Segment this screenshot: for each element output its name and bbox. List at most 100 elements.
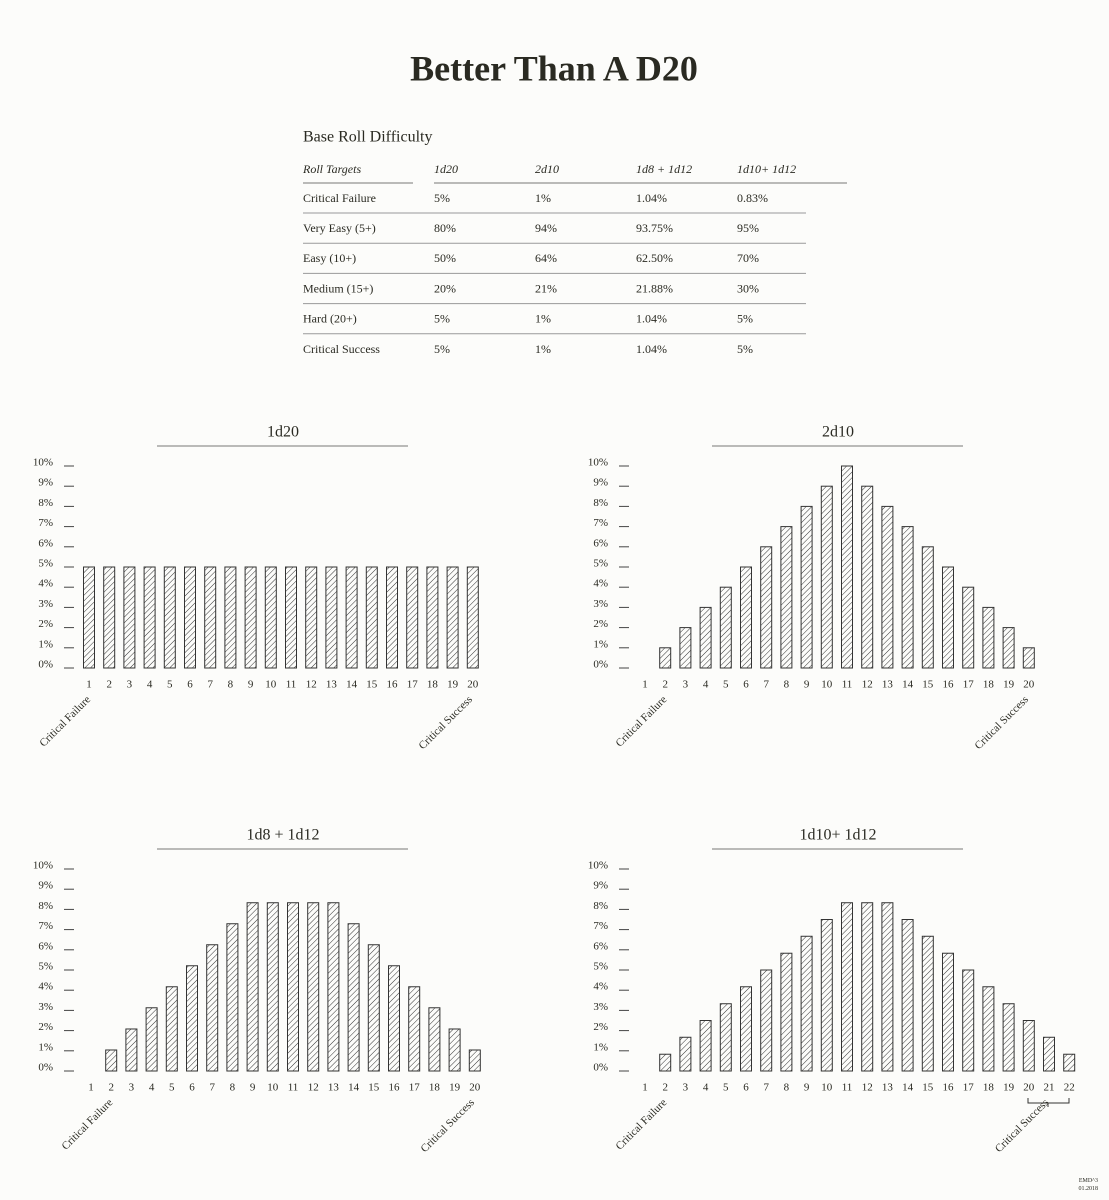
x-tick-label: 11 <box>842 1082 853 1094</box>
table-cell: 70% <box>737 251 759 265</box>
y-tick-label: 9% <box>38 880 53 892</box>
bar <box>125 1028 138 1072</box>
bar <box>861 902 874 1072</box>
table-cell: 80% <box>434 221 456 235</box>
bar <box>1002 627 1015 669</box>
table-cell: 21.88% <box>636 281 673 295</box>
table-cell: Very Easy (5+) <box>303 221 376 235</box>
table-cell: 94% <box>535 221 557 235</box>
x-tick-label: 12 <box>862 679 873 691</box>
y-tick-label: 7% <box>593 517 608 529</box>
x-tick-label: 20 <box>1023 1082 1035 1094</box>
bar <box>841 902 853 1072</box>
x-tick-label: 8 <box>784 679 790 691</box>
x-tick-label: 1 <box>86 679 92 691</box>
y-tick-label: 0% <box>38 659 53 671</box>
bar <box>659 1053 672 1072</box>
bar <box>740 986 752 1072</box>
x-tick-label: 6 <box>743 679 749 691</box>
table-cell: 64% <box>535 251 557 265</box>
bar <box>204 566 217 669</box>
x-tick-label: 14 <box>346 679 358 691</box>
bar <box>365 566 378 669</box>
x-tick-label: 4 <box>147 679 153 691</box>
x-tick-label: 3 <box>127 679 133 691</box>
x-tick-label: 15 <box>922 1082 934 1094</box>
bar <box>468 1049 481 1072</box>
x-tick-label: 5 <box>169 1082 175 1094</box>
bar <box>740 566 752 669</box>
y-tick-label: 7% <box>593 920 608 932</box>
chart-title: 1d8 + 1d12 <box>246 827 319 844</box>
y-tick-label: 2% <box>38 618 53 630</box>
table-cell: 1.04% <box>636 312 667 326</box>
x-tick-label: 16 <box>389 1082 401 1094</box>
x-tick-label: 13 <box>328 1082 340 1094</box>
x-tick-label: 6 <box>189 1082 195 1094</box>
bar <box>226 923 239 1072</box>
x-tick-label: 19 <box>1003 679 1015 691</box>
bar <box>982 986 995 1072</box>
table-cell: 1% <box>535 312 551 326</box>
table-header: 1d20 <box>434 162 458 176</box>
x-tick-label: 3 <box>683 679 689 691</box>
chart-title: 1d10+ 1d12 <box>799 827 876 844</box>
x-tick-label: 14 <box>902 1082 914 1094</box>
x-tick-label: 18 <box>983 1082 995 1094</box>
table-cell: 1.04% <box>636 191 667 205</box>
x-tick-label: 20 <box>1023 679 1035 691</box>
annotation: Critical Failure <box>614 694 670 750</box>
x-tick-label: 1 <box>642 679 648 691</box>
x-tick-label: 14 <box>348 1082 360 1094</box>
annotation: Critical Failure <box>37 694 93 750</box>
x-tick-label: 15 <box>368 1082 380 1094</box>
y-tick-label: 10% <box>588 860 608 872</box>
x-tick-label: 11 <box>842 679 853 691</box>
x-tick-label: 2 <box>662 679 668 691</box>
bar <box>820 485 833 669</box>
bar <box>406 566 419 669</box>
table-cell: 5% <box>737 342 753 356</box>
bar <box>408 986 421 1072</box>
x-tick-label: 1 <box>88 1082 94 1094</box>
page-title: Better Than A D20 <box>410 48 698 88</box>
y-tick-label: 8% <box>38 900 53 912</box>
bar <box>1002 1003 1015 1072</box>
x-tick-label: 11 <box>288 1082 299 1094</box>
bar <box>921 935 934 1072</box>
x-tick-label: 17 <box>963 1082 975 1094</box>
bar <box>186 965 198 1072</box>
y-tick-label: 10% <box>33 860 53 872</box>
bar <box>820 919 833 1072</box>
table-cell: Easy (10+) <box>303 251 356 265</box>
y-tick-label: 1% <box>38 1041 53 1053</box>
table-cell: 95% <box>737 221 759 235</box>
x-tick-label: 13 <box>326 679 338 691</box>
table-cell: 5% <box>434 312 450 326</box>
bar <box>367 944 380 1072</box>
bar <box>388 965 400 1072</box>
bar <box>800 505 813 669</box>
bracket <box>1027 1098 1070 1107</box>
footer-date: 01.2018 <box>1079 1186 1099 1192</box>
x-tick-label: 18 <box>427 679 439 691</box>
y-tick-label: 10% <box>33 457 53 469</box>
x-tick-label: 9 <box>248 679 254 691</box>
bar <box>426 566 439 669</box>
x-tick-label: 13 <box>882 1082 894 1094</box>
x-tick-label: 12 <box>306 679 317 691</box>
y-tick-label: 9% <box>593 880 608 892</box>
y-tick-label: 3% <box>593 598 608 610</box>
x-tick-label: 18 <box>429 1082 441 1094</box>
bar <box>1022 1020 1035 1072</box>
footer-mark: EMD^3 <box>1079 1178 1098 1184</box>
annotation: Critical Success <box>973 694 1031 752</box>
bar <box>246 902 259 1072</box>
x-tick-label: 17 <box>409 1082 421 1094</box>
x-tick-label: 3 <box>129 1082 135 1094</box>
x-tick-label: 8 <box>230 1082 236 1094</box>
bar <box>325 566 338 669</box>
bar <box>719 1003 732 1072</box>
table-cell: 93.75% <box>636 221 673 235</box>
